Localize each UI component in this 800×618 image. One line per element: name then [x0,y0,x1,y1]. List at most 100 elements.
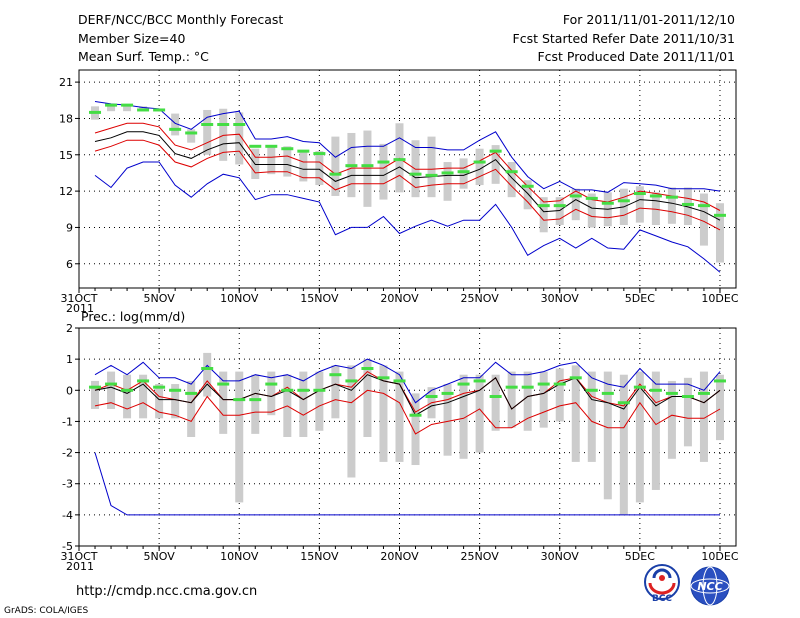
spread-box [363,359,372,437]
spread-box [155,384,164,419]
spread-box [219,108,228,161]
spread-box [651,371,660,490]
spread-box [187,380,196,437]
y-tick-label: 15 [59,149,73,162]
spread-box [411,393,420,466]
bcc-logo-text: BCC [652,594,672,604]
spread-box [507,162,516,198]
spread-box [299,371,308,437]
spread-box [267,371,276,416]
chart-title: DERF/NCC/BCC Monthly Forecast [78,12,283,27]
y-tick-label: 12 [59,185,73,198]
y-tick-label: -5 [62,540,73,553]
spread-box [539,371,548,428]
spread-box [555,368,564,422]
spread-box [235,371,244,503]
series-line-min [94,161,721,273]
spread-box [683,187,692,226]
plot-frame [78,327,737,547]
spread-box [443,384,452,456]
x-tick-label: 5NOV [144,292,176,305]
spread-box [459,158,468,189]
spread-box [107,371,116,409]
x-year-label: 2011 [66,560,94,573]
spread-box [651,192,660,226]
spread-box [539,197,548,233]
spread-box [475,148,484,186]
spread-box [363,130,372,207]
x-tick-label: 20NOV [380,292,419,305]
forecast-period: For 2011/11/01-2011/12/10 [563,12,735,27]
spread-box [523,371,532,431]
series-line-mean [94,374,721,416]
series-line-min [94,452,720,516]
x-year-label: 2011 [66,302,94,315]
ncc-logo: NCC [690,566,730,606]
spread-box [699,371,708,462]
spread-box [635,186,644,223]
spread-box [251,374,260,434]
spread-box [91,380,100,409]
x-tick-label: 10DEC [701,292,738,305]
y-tick-label: 1 [66,353,73,366]
spread-box [459,374,468,459]
spread-box [555,197,564,226]
spread-box [315,371,324,431]
spread-box [123,105,132,112]
bcc-logo: BCC [644,564,680,604]
source-url[interactable]: http://cmdp.ncc.cma.gov.cn [76,584,257,599]
spread-box [635,371,644,503]
series-line-upper [94,122,721,211]
series-line-mean [94,131,721,221]
x-tick-label: 20NOV [380,550,419,563]
spread-box [715,374,724,441]
spread-box [427,136,436,198]
spread-box [523,180,532,210]
precip-title: Prec.: log(mm/d) [81,309,185,324]
spread-box [219,371,228,434]
spread-box [587,193,596,228]
spread-box [715,203,724,263]
spread-box [379,143,388,200]
x-tick-label: 25NOV [461,292,500,305]
x-tick-label: 10DEC [701,550,738,563]
spread-box [107,103,116,112]
series-line-lower [94,389,721,435]
x-tick-label: 5DEC [625,550,655,563]
x-tick-label: 25NOV [461,550,500,563]
spread-box [667,187,676,224]
series-line-max [94,358,721,404]
series-line-upper [94,370,721,413]
spread-box [283,146,292,177]
temperature-panel: 6 9 12 15 18 21 31OCT 5NOV 10NOV 15NOV 20NOV 25NOV 3… [59,69,739,315]
x-tick-label: 5DEC [625,292,655,305]
spread-box [491,374,500,431]
x-tick-label: 31OCT [60,292,97,305]
spread-box [267,147,276,175]
x-tick-label: 15NOV [300,292,339,305]
spread-box [395,371,404,462]
spread-box [203,352,212,397]
spread-box [395,123,404,193]
ncc-logo-text: NCC [697,580,722,593]
spread-box [331,365,340,419]
y-tick-label: 6 [66,258,73,271]
x-tick-label: 30NOV [541,292,580,305]
refer-date: Fcst Started Refer Date 2011/10/31 [513,31,736,46]
x-tick-label: 30NOV [541,550,580,563]
produced-date: Fcst Produced Date 2011/11/01 [537,49,735,64]
y-tick-label: 18 [59,112,73,125]
variable-label: Mean Surf. Temp.: °C [78,49,209,64]
spread-box [475,374,484,453]
spread-box [507,371,516,428]
spread-box [171,384,180,419]
y-tick-label: 9 [66,221,73,234]
spread-box [699,193,708,246]
spread-box [587,371,596,462]
spread-box [315,151,324,186]
y-tick-label: 0 [66,384,73,397]
spread-box [235,112,244,165]
spread-box [203,109,212,155]
spread-box [667,380,676,459]
